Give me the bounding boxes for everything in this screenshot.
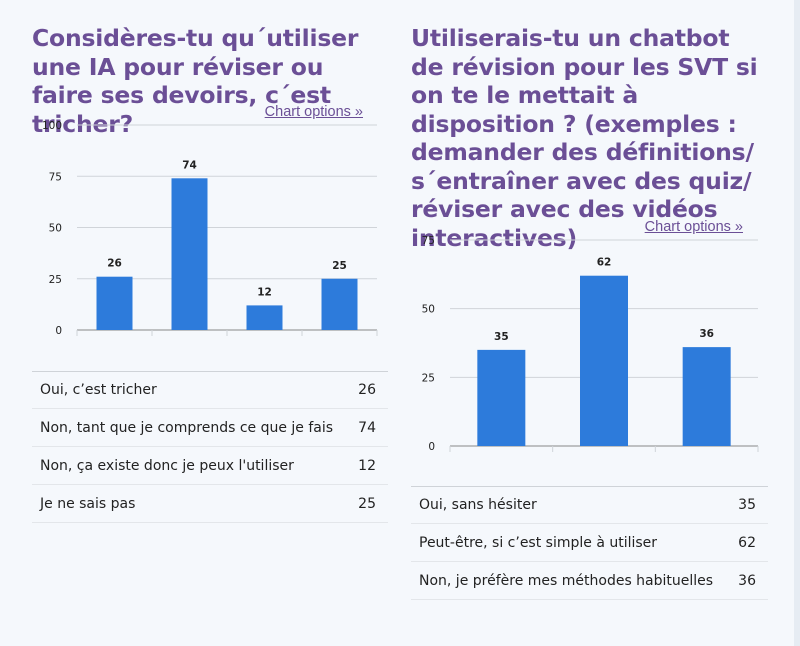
bar-chart-2: 0 25 50 75 35 62 36 <box>422 235 759 453</box>
bar-data-label: 25 <box>332 260 347 272</box>
bar-data-label: 74 <box>182 159 197 171</box>
bar <box>321 278 358 330</box>
answer-count: 35 <box>738 497 756 513</box>
bar-chart-1: 0 25 50 75 100 26 74 12 25 <box>42 120 378 337</box>
answer-count: 74 <box>358 419 376 436</box>
y-tick-label: 100 <box>42 120 62 132</box>
answer-label: Oui, c’est tricher <box>40 382 157 398</box>
answer-count: 36 <box>738 572 756 589</box>
answer-row: Non, tant que je comprends ce que je fai… <box>32 409 388 447</box>
answer-label: Non, tant que je comprends ce que je fai… <box>40 419 334 436</box>
answer-label: Peut-être, si c’est simple à utiliser <box>419 534 658 551</box>
answer-count: 25 <box>358 495 376 512</box>
answer-label: Non, ça existe donc je peux l'utiliser <box>40 457 294 474</box>
answer-row: Je ne sais pas 25 <box>32 485 388 523</box>
y-tick-label: 25 <box>49 274 62 286</box>
bar <box>96 276 133 330</box>
bar-data-label: 35 <box>494 331 509 343</box>
bar-data-label: 36 <box>699 328 714 340</box>
chart-options-link-1[interactable]: Chart options » <box>264 104 363 120</box>
answer-count: 62 <box>738 534 756 551</box>
bar-data-label: 12 <box>257 286 272 298</box>
answer-label: Non, je préfère mes méthodes habituelles <box>419 572 714 589</box>
bar-data-label: 26 <box>107 258 122 270</box>
y-tick-label: 50 <box>49 223 62 235</box>
answer-label: Oui, sans hésiter <box>419 497 537 513</box>
bar <box>171 178 208 330</box>
bar <box>246 305 283 330</box>
answer-count: 12 <box>358 457 376 474</box>
bar <box>580 275 628 446</box>
answer-count: 26 <box>358 382 376 398</box>
answer-row: Oui, c’est tricher 26 <box>32 371 388 409</box>
bar-data-label: 62 <box>597 257 612 269</box>
y-tick-label: 0 <box>55 325 62 337</box>
answers-table-2: Oui, sans hésiter 35 Peut-être, si c’est… <box>411 486 768 600</box>
chart-options-link-2[interactable]: Chart options » <box>644 219 743 235</box>
question-title-2: Utiliserais-tu un chatbot de révision po… <box>411 24 758 252</box>
y-tick-label: 75 <box>422 235 435 247</box>
y-tick-label: 0 <box>428 441 435 453</box>
bar <box>682 347 731 446</box>
answers-table-1: Oui, c’est tricher 26 Non, tant que je c… <box>32 371 388 523</box>
answer-row: Non, je préfère mes méthodes habituelles… <box>411 562 768 600</box>
answer-label: Je ne sais pas <box>40 495 136 512</box>
answer-row: Non, ça existe donc je peux l'utiliser 1… <box>32 447 388 485</box>
y-tick-label: 25 <box>422 372 435 384</box>
answer-row: Oui, sans hésiter 35 <box>411 486 768 524</box>
right-edge-strip <box>794 0 800 646</box>
bar <box>477 349 526 446</box>
y-tick-label: 50 <box>422 304 435 316</box>
answer-row: Peut-être, si c’est simple à utiliser 62 <box>411 524 768 562</box>
question-title-1: Considères-tu qu´utiliser une IA pour ré… <box>32 24 359 138</box>
y-tick-label: 75 <box>49 171 62 183</box>
